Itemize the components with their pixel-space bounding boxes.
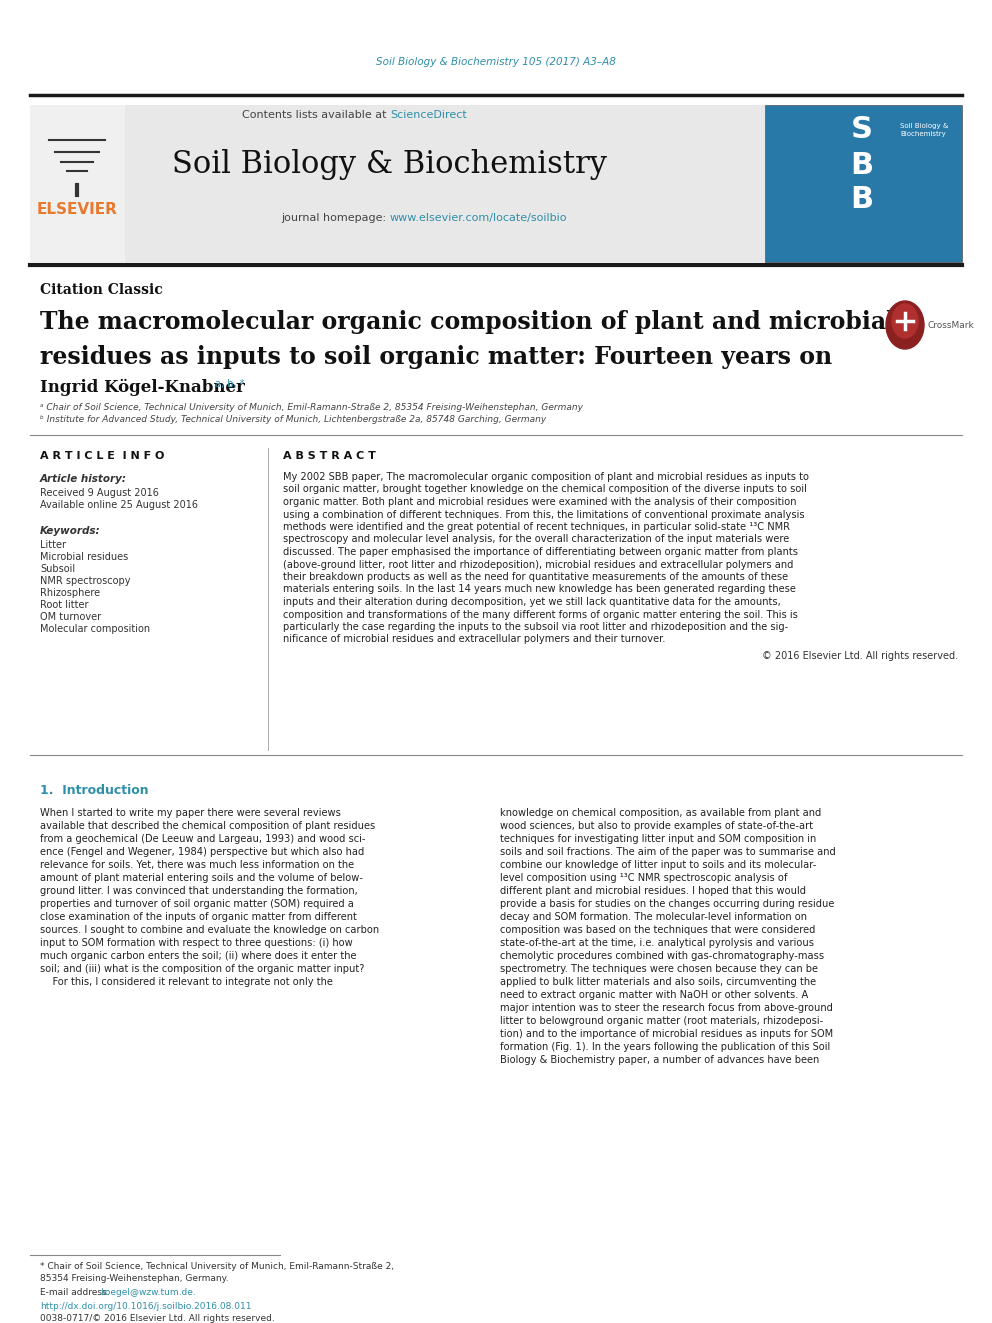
Text: Soil Biology &
Biochemistry: Soil Biology & Biochemistry (900, 123, 948, 138)
Text: relevance for soils. Yet, there was much less information on the: relevance for soils. Yet, there was much… (40, 860, 354, 871)
Text: methods were identified and the great potential of recent techniques, in particu: methods were identified and the great po… (283, 523, 790, 532)
Text: tion) and to the importance of microbial residues as inputs for SOM: tion) and to the importance of microbial… (500, 1029, 833, 1039)
Ellipse shape (886, 302, 924, 349)
Text: available that described the chemical composition of plant residues: available that described the chemical co… (40, 822, 375, 831)
Text: residues as inputs to soil organic matter: Fourteen years on: residues as inputs to soil organic matte… (40, 345, 832, 369)
Text: materials entering soils. In the last 14 years much new knowledge has been gener: materials entering soils. In the last 14… (283, 585, 796, 594)
Text: koegel@wzw.tum.de.: koegel@wzw.tum.de. (100, 1289, 195, 1297)
Text: Keywords:: Keywords: (40, 527, 100, 536)
Text: S: S (851, 115, 873, 144)
Text: applied to bulk litter materials and also soils, circumventing the: applied to bulk litter materials and als… (500, 976, 816, 987)
Text: their breakdown products as well as the need for quantitative measurements of th: their breakdown products as well as the … (283, 572, 788, 582)
Text: ELSEVIER: ELSEVIER (37, 202, 117, 217)
Text: nificance of microbial residues and extracellular polymers and their turnover.: nificance of microbial residues and extr… (283, 635, 666, 644)
Text: particularly the case regarding the inputs to the subsoil via root litter and rh: particularly the case regarding the inpu… (283, 622, 789, 632)
Text: wood sciences, but also to provide examples of state-of-the-art: wood sciences, but also to provide examp… (500, 822, 813, 831)
Text: soil; and (iii) what is the composition of the organic matter input?: soil; and (iii) what is the composition … (40, 964, 364, 974)
Text: For this, I considered it relevant to integrate not only the: For this, I considered it relevant to in… (40, 976, 333, 987)
Text: using a combination of different techniques. From this, the limitations of conve: using a combination of different techniq… (283, 509, 805, 520)
Text: A R T I C L E  I N F O: A R T I C L E I N F O (40, 451, 165, 460)
Text: NMR spectroscopy: NMR spectroscopy (40, 576, 131, 586)
Text: B: B (850, 185, 874, 214)
Text: E-mail address:: E-mail address: (40, 1289, 112, 1297)
Text: Soil Biology & Biochemistry 105 (2017) A3–A8: Soil Biology & Biochemistry 105 (2017) A… (376, 57, 616, 67)
Text: close examination of the inputs of organic matter from different: close examination of the inputs of organ… (40, 912, 357, 922)
Text: composition and transformations of the many different forms of organic matter en: composition and transformations of the m… (283, 610, 798, 619)
Text: sources. I sought to combine and evaluate the knowledge on carbon: sources. I sought to combine and evaluat… (40, 925, 379, 935)
Text: Soil Biology & Biochemistry: Soil Biology & Biochemistry (173, 149, 607, 180)
Text: ScienceDirect: ScienceDirect (390, 110, 467, 120)
Text: from a geochemical (De Leeuw and Largeau, 1993) and wood sci-: from a geochemical (De Leeuw and Largeau… (40, 833, 365, 844)
Text: soils and soil fractions. The aim of the paper was to summarise and: soils and soil fractions. The aim of the… (500, 847, 835, 857)
Text: chemolytic procedures combined with gas-chromatography-mass: chemolytic procedures combined with gas-… (500, 951, 824, 960)
Text: Biology & Biochemistry paper, a number of advances have been: Biology & Biochemistry paper, a number o… (500, 1054, 819, 1065)
Text: CrossMark: CrossMark (927, 320, 974, 329)
Text: The macromolecular organic composition of plant and microbial: The macromolecular organic composition o… (40, 310, 895, 333)
FancyBboxPatch shape (765, 105, 962, 262)
Text: Ingrid Kögel-Knabner: Ingrid Kögel-Knabner (40, 378, 245, 396)
Text: inputs and their alteration during decomposition, yet we still lack quantitative: inputs and their alteration during decom… (283, 597, 781, 607)
FancyBboxPatch shape (30, 105, 765, 262)
Text: My 2002 SBB paper, The macromolecular organic composition of plant and microbial: My 2002 SBB paper, The macromolecular or… (283, 472, 809, 482)
Text: Molecular composition: Molecular composition (40, 624, 150, 634)
Text: level composition using ¹³C NMR spectroscopic analysis of: level composition using ¹³C NMR spectros… (500, 873, 788, 882)
Text: ence (Fengel and Wegener, 1984) perspective but which also had: ence (Fengel and Wegener, 1984) perspect… (40, 847, 364, 857)
Text: 1.  Introduction: 1. Introduction (40, 785, 149, 796)
Text: B: B (850, 151, 874, 180)
Text: When I started to write my paper there were several reviews: When I started to write my paper there w… (40, 808, 341, 818)
Text: input to SOM formation with respect to three questions: (i) how: input to SOM formation with respect to t… (40, 938, 353, 949)
Ellipse shape (892, 304, 918, 337)
Text: ᵃ Chair of Soil Science, Technical University of Munich, Emil-Ramann-Straße 2, 8: ᵃ Chair of Soil Science, Technical Unive… (40, 402, 583, 411)
Text: soil organic matter, brought together knowledge on the chemical composition of t: soil organic matter, brought together kn… (283, 484, 806, 495)
Text: 0038-0717/© 2016 Elsevier Ltd. All rights reserved.: 0038-0717/© 2016 Elsevier Ltd. All right… (40, 1314, 275, 1323)
Text: Subsoil: Subsoil (40, 564, 75, 574)
FancyBboxPatch shape (30, 105, 125, 262)
Text: * Chair of Soil Science, Technical University of Munich, Emil-Ramann-Straße 2,: * Chair of Soil Science, Technical Unive… (40, 1262, 394, 1271)
Text: much organic carbon enters the soil; (ii) where does it enter the: much organic carbon enters the soil; (ii… (40, 951, 356, 960)
Text: www.elsevier.com/locate/soilbio: www.elsevier.com/locate/soilbio (390, 213, 567, 224)
Text: ground litter. I was convinced that understanding the formation,: ground litter. I was convinced that unde… (40, 886, 358, 896)
Text: combine our knowledge of litter input to soils and its molecular-: combine our knowledge of litter input to… (500, 860, 816, 871)
Text: Rhizosphere: Rhizosphere (40, 587, 100, 598)
Text: properties and turnover of soil organic matter (SOM) required a: properties and turnover of soil organic … (40, 900, 354, 909)
Text: organic matter. Both plant and microbial residues were examined with the analysi: organic matter. Both plant and microbial… (283, 497, 797, 507)
Text: http://dx.doi.org/10.1016/j.soilbio.2016.08.011: http://dx.doi.org/10.1016/j.soilbio.2016… (40, 1302, 252, 1311)
Text: Litter: Litter (40, 540, 66, 550)
Text: major intention was to steer the research focus from above-ground: major intention was to steer the researc… (500, 1003, 833, 1013)
Text: a, b, *: a, b, * (215, 378, 244, 389)
Text: Root litter: Root litter (40, 601, 88, 610)
Text: © 2016 Elsevier Ltd. All rights reserved.: © 2016 Elsevier Ltd. All rights reserved… (762, 651, 958, 662)
Text: provide a basis for studies on the changes occurring during residue: provide a basis for studies on the chang… (500, 900, 834, 909)
Text: spectrometry. The techniques were chosen because they can be: spectrometry. The techniques were chosen… (500, 964, 818, 974)
Text: litter to belowground organic matter (root materials, rhizodeposi-: litter to belowground organic matter (ro… (500, 1016, 823, 1027)
Text: OM turnover: OM turnover (40, 613, 101, 622)
Text: spectroscopy and molecular level analysis, for the overall characterization of t: spectroscopy and molecular level analysi… (283, 534, 790, 545)
Text: ᵇ Institute for Advanced Study, Technical University of Munich, Lichtenbergstraß: ᵇ Institute for Advanced Study, Technica… (40, 415, 547, 425)
Text: composition was based on the techniques that were considered: composition was based on the techniques … (500, 925, 815, 935)
Text: Microbial residues: Microbial residues (40, 552, 128, 562)
Text: Article history:: Article history: (40, 474, 127, 484)
Text: techniques for investigating litter input and SOM composition in: techniques for investigating litter inpu… (500, 833, 816, 844)
Text: Available online 25 August 2016: Available online 25 August 2016 (40, 500, 198, 509)
Text: amount of plant material entering soils and the volume of below-: amount of plant material entering soils … (40, 873, 363, 882)
Text: journal homepage:: journal homepage: (282, 213, 390, 224)
Text: Received 9 August 2016: Received 9 August 2016 (40, 488, 159, 497)
Text: different plant and microbial residues. I hoped that this would: different plant and microbial residues. … (500, 886, 806, 896)
Text: decay and SOM formation. The molecular-level information on: decay and SOM formation. The molecular-l… (500, 912, 807, 922)
Text: formation (Fig. 1). In the years following the publication of this Soil: formation (Fig. 1). In the years followi… (500, 1043, 830, 1052)
Text: knowledge on chemical composition, as available from plant and: knowledge on chemical composition, as av… (500, 808, 821, 818)
Text: 85354 Freising-Weihenstephan, Germany.: 85354 Freising-Weihenstephan, Germany. (40, 1274, 228, 1283)
Text: Contents lists available at: Contents lists available at (242, 110, 390, 120)
Text: (above-ground litter, root litter and rhizodeposition), microbial residues and e: (above-ground litter, root litter and rh… (283, 560, 794, 569)
Text: Citation Classic: Citation Classic (40, 283, 163, 296)
Text: discussed. The paper emphasised the importance of differentiating between organi: discussed. The paper emphasised the impo… (283, 546, 798, 557)
Text: state-of-the-art at the time, i.e. analytical pyrolysis and various: state-of-the-art at the time, i.e. analy… (500, 938, 814, 949)
Text: need to extract organic matter with NaOH or other solvents. A: need to extract organic matter with NaOH… (500, 990, 808, 1000)
Text: A B S T R A C T: A B S T R A C T (283, 451, 376, 460)
